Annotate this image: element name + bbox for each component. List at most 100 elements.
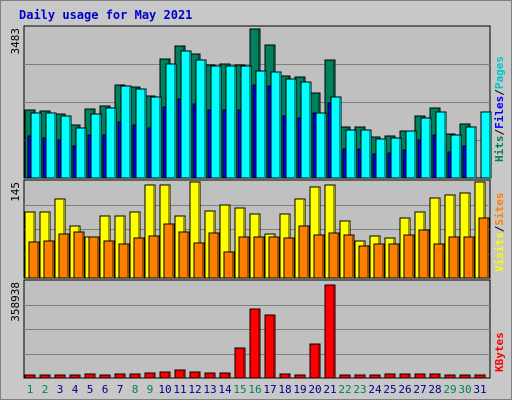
day-label-24: 24 [368,383,382,396]
hits-bar-shade [219,67,221,178]
visits-bar-shade [318,188,320,278]
kbytes-bar-shade [378,376,380,378]
kbytes-bar-shade [288,375,290,378]
series-legend: KBytes [493,332,506,372]
visits-bar-shade [172,225,174,278]
day-label-15: 15 [233,383,246,396]
visits-bar-shade [232,253,234,278]
kbytes-bar-shade [483,376,485,378]
kbytes-bar-shade [318,345,320,378]
day-label-5: 5 [87,383,94,396]
hits-bar-shade [249,67,251,178]
hits-max-label: 3483 [9,28,22,55]
day-label-11: 11 [173,383,186,396]
visits-bar-shade [153,186,155,278]
day-label-4: 4 [72,383,79,396]
kbytes-bar-shade [348,376,350,378]
visits-bar-shade [142,239,144,278]
hits-bar-shade [294,80,296,178]
day-label-14: 14 [218,383,232,396]
series-legend: Hits/Files/Pages [493,56,506,162]
day-label-30: 30 [458,383,471,396]
visits-bar-shade [157,237,159,278]
visits-bar-shade [82,233,84,278]
hits-bar-shade [129,87,131,178]
hits-bar-shade [474,128,476,178]
visits-bar-shade [37,243,39,278]
kbytes-bar-shade [168,373,170,378]
day-label-31: 31 [473,383,486,396]
visits-bar-shade [367,247,369,278]
day-label-20: 20 [308,383,321,396]
legend-files: Files [493,96,506,129]
kbytes-max-label: 358938 [9,282,22,322]
day-label-18: 18 [278,383,291,396]
hits-bar-shade [414,132,416,178]
hits-bar-shade [114,109,116,178]
visits-bar-shade [442,245,444,278]
hits-bar-shade [159,98,161,178]
hits-bar-shade [54,114,56,178]
day-label-23: 23 [353,383,366,396]
kbytes-bar-shade [153,374,155,378]
kbytes-bar-shade [393,375,395,378]
chart-title: Daily usage for May 2021 [19,8,193,22]
visits-bar-shade [382,245,384,278]
kbytes-bar-shade [213,374,215,378]
kbytes-bar-shade [108,376,110,378]
hits-bar-shade [384,140,386,178]
visits-bar-shade [187,233,189,278]
legend-slash: / [493,89,506,96]
hits-bar-shade [324,114,326,178]
kbytes-bar-shade [138,375,140,378]
kbytes-bar-shade [438,375,440,378]
series-legend: Visits/Sites [493,193,506,273]
hits-bar-shade [309,83,311,178]
hits-bar-shade [489,113,491,178]
visits-bar-shade [198,183,200,278]
day-label-26: 26 [398,383,411,396]
hits-bar-shade [99,115,101,178]
day-label-3: 3 [57,383,64,396]
visits-bar-shade [472,238,474,278]
kbytes-bar-shade [198,373,200,378]
visits-bar-shade [217,234,219,278]
legend-slash: / [493,225,506,232]
kbytes-bar-shade [468,376,470,378]
day-label-17: 17 [263,383,276,396]
hits-bar-shade [69,117,71,178]
hits-bar-shade [459,136,461,178]
hits-bar-shade [144,90,146,178]
kbytes-bar-shade [258,310,260,378]
kbytes-bar-shade [63,376,65,378]
kbytes-bar-shade [48,376,50,378]
hits-bar-shade [174,65,176,178]
legend-sites: Sites [493,193,506,226]
hits-bar-shade [189,52,191,178]
day-label-6: 6 [102,383,109,396]
day-label-8: 8 [132,383,139,396]
visits-bar-shade [292,239,294,278]
day-label-19: 19 [293,383,306,396]
day-label-25: 25 [383,383,396,396]
hits-bar-shade [429,119,431,178]
kbytes-bar-shade [333,286,335,378]
visits-bar-shade [352,236,354,278]
legend-slash: / [493,129,506,136]
visits-bar-shade [412,236,414,278]
kbytes-bar-shade [363,376,365,378]
legend-pages: Pages [493,56,506,89]
day-label-12: 12 [188,383,201,396]
hits-bar-shade [264,72,266,178]
visits-bar-shade [457,238,459,278]
visits-max-label: 145 [9,182,22,202]
hits-bar-shade [369,131,371,178]
visits-bar-shade [127,245,129,278]
kbytes-bar-shade [303,376,305,378]
hits-bar-shade [279,73,281,178]
hits-bar-shade [234,67,236,178]
hits-bar-shade [84,129,86,178]
visits-bar-shade [438,199,440,278]
visits-bar-shade [97,238,99,278]
